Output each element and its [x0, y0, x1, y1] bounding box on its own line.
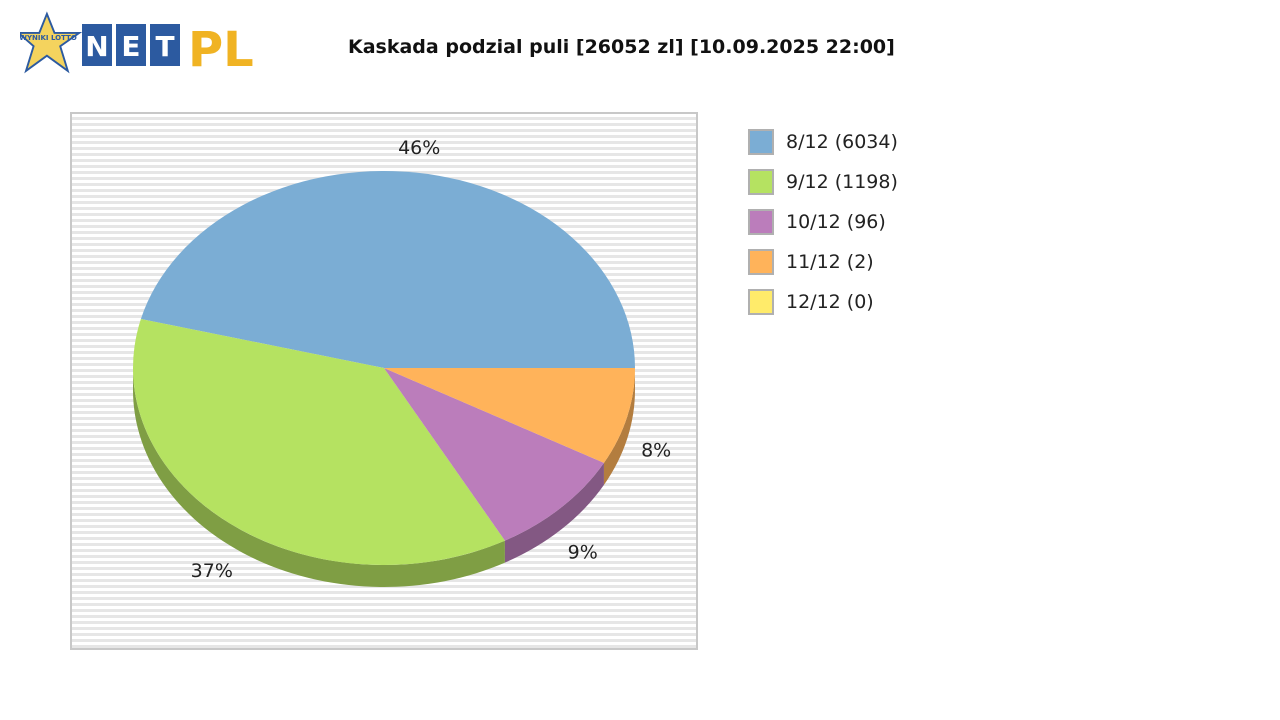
legend-swatch-2 — [748, 169, 774, 195]
legend: 8/12 (6034) 9/12 (1198) 10/12 (96) 11/12 (2… — [748, 122, 898, 322]
legend-label-5: 12/12 (0) — [786, 291, 874, 313]
legend-item-4: 11/12 (2) — [748, 242, 898, 282]
pie-slice-4 — [384, 368, 635, 463]
legend-item-1: 8/12 (6034) — [748, 122, 898, 162]
legend-swatch-3 — [748, 209, 774, 235]
pie-chart: 46% 37% 9% 8% — [132, 137, 672, 587]
logo-letter-e: E — [121, 30, 140, 63]
pie-label-1: 46% — [398, 137, 440, 159]
logo-letter-t: T — [155, 30, 174, 63]
logo-suffix: PL — [188, 22, 254, 78]
pie-slice-side-3 — [504, 462, 604, 563]
legend-label-3: 10/12 (96) — [786, 211, 886, 233]
logo-letter-n: N — [85, 30, 108, 63]
legend-swatch-1 — [748, 129, 774, 155]
legend-item-2: 9/12 (1198) — [748, 162, 898, 202]
legend-label-1: 8/12 (6034) — [786, 131, 898, 153]
plot-area: 46% 37% 9% 8% — [70, 112, 698, 650]
legend-swatch-4 — [748, 249, 774, 275]
legend-label-2: 9/12 (1198) — [786, 171, 898, 193]
legend-swatch-5 — [748, 289, 774, 315]
legend-item-5: 12/12 (0) — [748, 282, 898, 322]
chart-title: Kaskada podzial puli [26052 zl] [10.09.2… — [348, 36, 895, 58]
pie-slice-2 — [132, 319, 505, 565]
pie-depth-layer — [133, 368, 635, 587]
pie-label-2: 37% — [191, 560, 233, 582]
pie-slice-side-2 — [133, 368, 505, 587]
pie-labels-layer: 46% 37% 9% 8% — [191, 137, 672, 582]
legend-label-4: 11/12 (2) — [786, 251, 874, 273]
pie-slices-layer — [132, 170, 635, 565]
logo-badge-text: WYNIKI LOTTO — [20, 34, 77, 42]
netpl-logo: WYNIKI LOTTO N E T PL — [20, 11, 254, 78]
pie-label-4: 8% — [641, 439, 671, 461]
legend-item-3: 10/12 (96) — [748, 202, 898, 242]
pie-slice-side-4 — [603, 368, 635, 485]
pie-slice-3 — [384, 368, 604, 541]
pie-slice-1 — [140, 170, 635, 368]
pie-label-3: 9% — [568, 542, 598, 564]
